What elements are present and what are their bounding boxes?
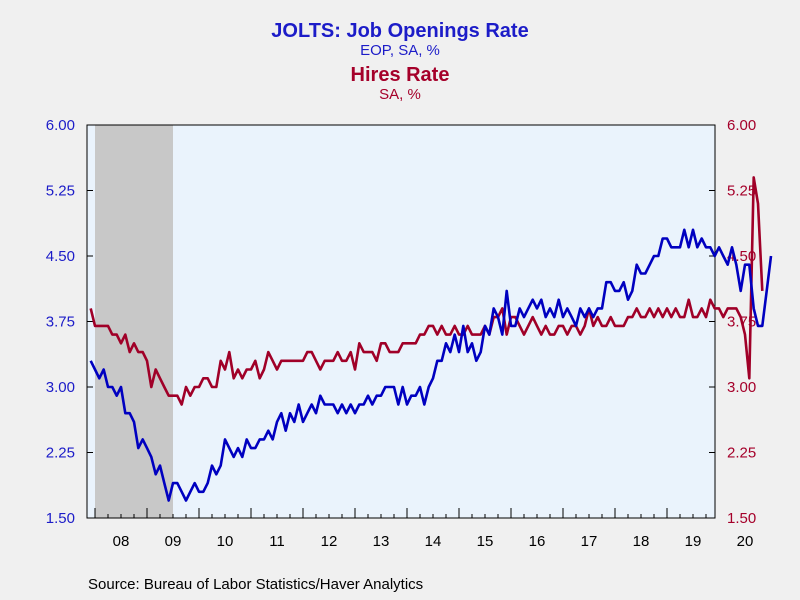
source-note: Source: Bureau of Labor Statistics/Haver…	[88, 576, 424, 593]
x-tick-label: 12	[321, 533, 338, 550]
y-left-tick-label: 3.75	[46, 314, 75, 331]
y-right-tick-label: 1.50	[727, 510, 756, 527]
chart-title: JOLTS: Job Openings Rate	[271, 20, 529, 42]
y-right-tick-label: 6.00	[727, 117, 756, 134]
x-tick-label: 14	[425, 533, 442, 550]
y-left-tick-label: 4.50	[46, 248, 75, 265]
y-right-tick-label: 2.25	[727, 445, 756, 462]
y-right-tick-label: 5.25	[727, 183, 756, 200]
x-tick-label: 15	[477, 533, 494, 550]
y-left-tick-label: 3.00	[46, 379, 75, 396]
plot-area	[87, 125, 715, 518]
y-right-tick-label: 3.00	[727, 379, 756, 396]
chart-subtitle-hires: SA, %	[379, 86, 421, 103]
chart-title-hires: Hires Rate	[350, 64, 450, 86]
x-tick-label: 18	[633, 533, 650, 550]
series-line-job-openings-rate	[89, 228, 773, 502]
x-tick-label: 16	[529, 533, 546, 550]
x-tick-label: 08	[113, 533, 130, 550]
recession-band-0	[95, 125, 173, 518]
x-tick-label: 09	[165, 533, 182, 550]
x-tick-label: 11	[269, 533, 285, 550]
y-left-tick-label: 2.25	[46, 445, 75, 462]
x-tick-label: 13	[373, 533, 390, 550]
y-left-tick-label: 1.50	[46, 510, 75, 527]
y-left-tick-label: 6.00	[46, 117, 75, 134]
chart-subtitle-openings: EOP, SA, %	[360, 42, 440, 59]
x-tick-label: 20	[737, 533, 754, 550]
series-line-hires-rate	[89, 176, 764, 406]
x-tick-label: 10	[217, 533, 234, 550]
y-left-tick-label: 5.25	[46, 183, 75, 200]
x-tick-label: 17	[581, 533, 598, 550]
x-tick-label: 19	[685, 533, 702, 550]
